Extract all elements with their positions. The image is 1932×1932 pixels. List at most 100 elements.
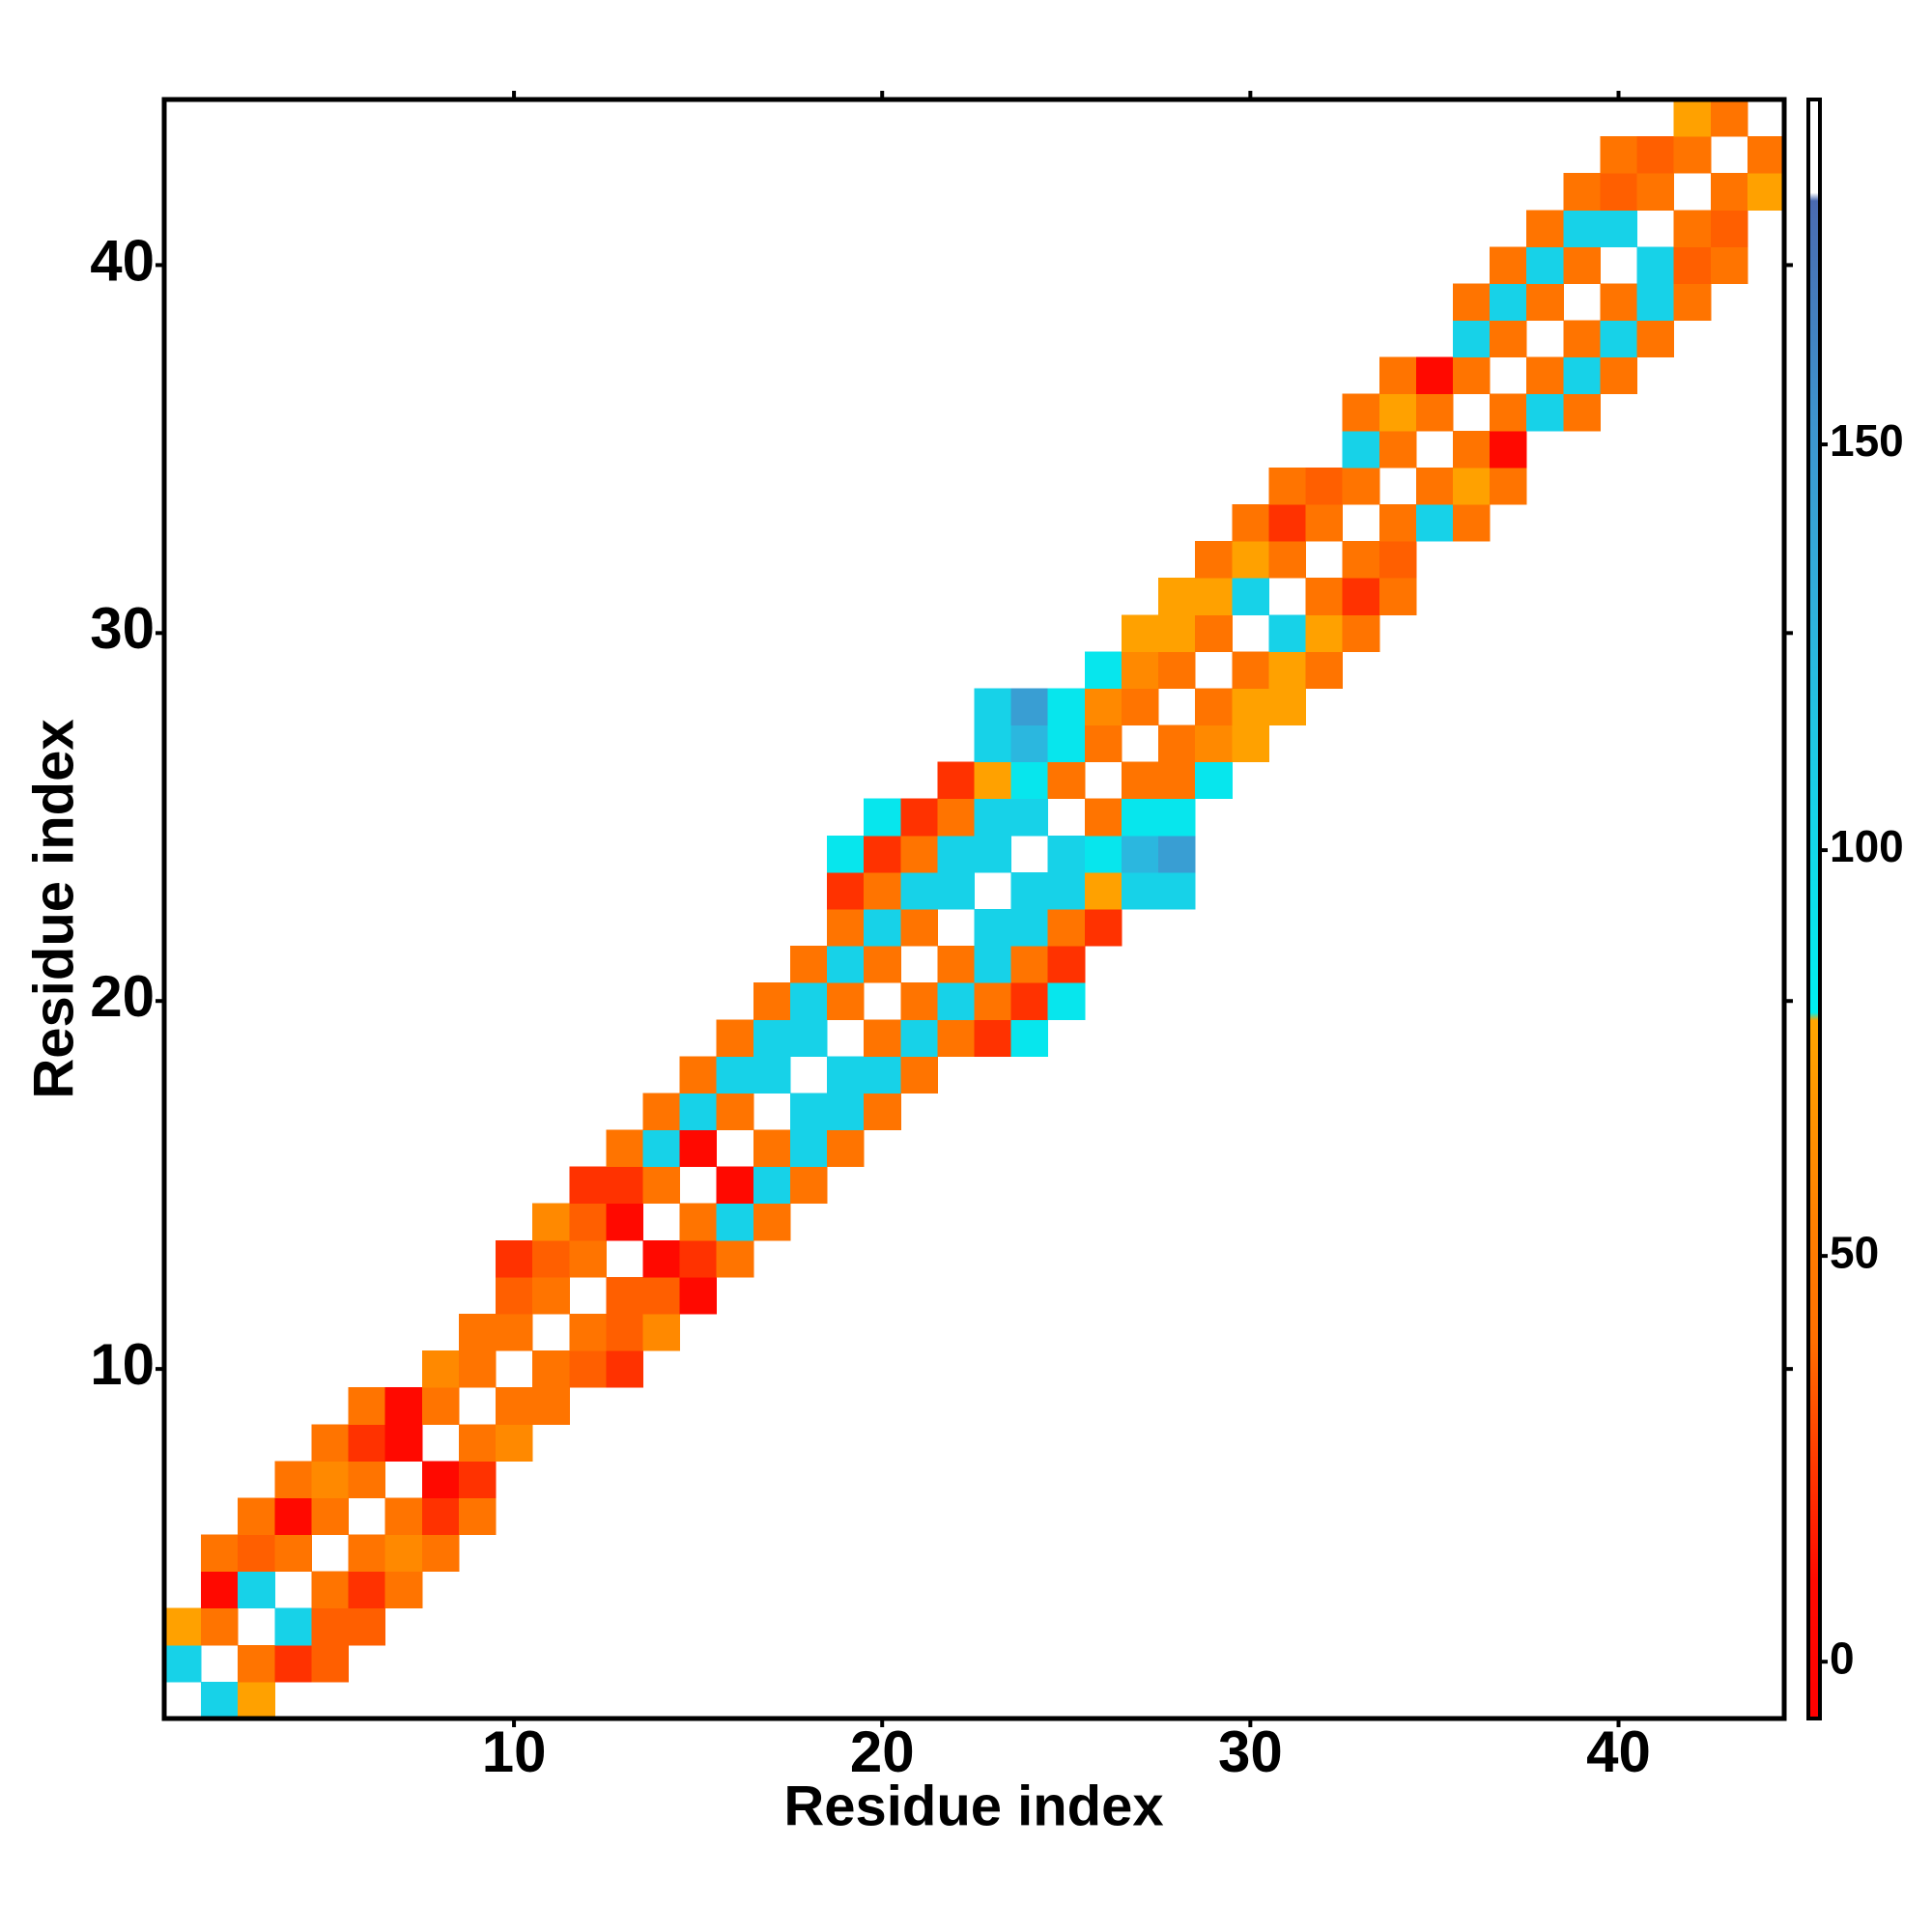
heatmap-cell bbox=[496, 1239, 533, 1278]
heatmap-cell bbox=[606, 1166, 643, 1205]
heatmap-cell bbox=[1636, 136, 1675, 174]
heatmap-cell bbox=[1305, 651, 1344, 689]
heatmap-cell bbox=[1490, 246, 1527, 284]
heatmap-cell bbox=[642, 1314, 681, 1351]
heatmap-cell bbox=[1195, 541, 1233, 579]
heatmap-cell bbox=[827, 1093, 865, 1131]
colorbar-tick-label: 0 bbox=[1830, 1633, 1855, 1683]
heatmap-cell bbox=[1563, 246, 1601, 284]
heatmap-cell bbox=[1710, 246, 1748, 284]
heatmap-cell bbox=[1084, 651, 1122, 689]
heatmap-cell bbox=[642, 1239, 681, 1278]
heatmap-cell bbox=[1268, 614, 1307, 652]
heatmap-cell bbox=[532, 1350, 570, 1388]
heatmap-cell bbox=[1452, 467, 1491, 505]
heatmap-cell bbox=[1121, 614, 1159, 652]
heatmap-cell bbox=[384, 1387, 423, 1425]
heatmap-cell bbox=[532, 1276, 570, 1315]
heatmap-cell bbox=[1526, 393, 1564, 432]
heatmap-cell bbox=[532, 1203, 570, 1241]
heatmap-cell bbox=[827, 835, 865, 873]
heatmap-cell bbox=[716, 1056, 754, 1094]
heatmap-cell bbox=[348, 1387, 386, 1425]
heatmap-cell bbox=[421, 1387, 460, 1425]
heatmap-cell bbox=[900, 982, 938, 1020]
heatmap-cell bbox=[606, 1203, 643, 1241]
heatmap-cell bbox=[1158, 724, 1196, 763]
heatmap-cell bbox=[789, 946, 828, 983]
heatmap-cell bbox=[1158, 798, 1196, 837]
heatmap-cell bbox=[1268, 467, 1307, 505]
heatmap-cell bbox=[679, 1129, 718, 1168]
heatmap-cell bbox=[1305, 578, 1344, 615]
heatmap-cell bbox=[974, 724, 1012, 763]
heatmap-cell bbox=[1490, 393, 1527, 432]
heatmap-cell bbox=[1047, 982, 1086, 1020]
heatmap-cell bbox=[569, 1314, 607, 1351]
heatmap-cell bbox=[900, 1056, 938, 1094]
heatmap-cell bbox=[679, 1093, 718, 1131]
heatmap-cell bbox=[1268, 688, 1307, 726]
heatmap-cell bbox=[569, 1203, 607, 1241]
heatmap-cell bbox=[569, 1239, 607, 1278]
heatmap-cell bbox=[1268, 651, 1307, 689]
heatmap-cell bbox=[1710, 99, 1748, 137]
heatmap-cell bbox=[1232, 504, 1269, 542]
heatmap-cell bbox=[496, 1387, 533, 1425]
heatmap-cell bbox=[1378, 504, 1417, 542]
heatmap-cell bbox=[164, 1607, 202, 1646]
heatmap-cell bbox=[900, 1019, 938, 1057]
heatmap-cell bbox=[642, 1276, 681, 1315]
heatmap-cell bbox=[1673, 283, 1712, 322]
heatmap-cell bbox=[974, 982, 1012, 1020]
heatmap-cell bbox=[1378, 393, 1417, 432]
y-tick-label: 10 bbox=[90, 1332, 155, 1397]
heatmap-cell bbox=[679, 1239, 718, 1278]
heatmap-cell bbox=[937, 798, 975, 837]
heatmap-cell bbox=[1232, 541, 1269, 579]
heatmap-cell bbox=[753, 982, 791, 1020]
heatmap-cell bbox=[348, 1461, 386, 1498]
heatmap-cell bbox=[1047, 724, 1086, 763]
heatmap-cell bbox=[789, 1019, 828, 1057]
heatmap-cell bbox=[1047, 761, 1086, 800]
heatmap-cell bbox=[1600, 173, 1638, 211]
heatmap-cell bbox=[827, 871, 865, 910]
heatmap-cell bbox=[1121, 835, 1159, 873]
heatmap-cell bbox=[1010, 946, 1049, 983]
heatmap-cell bbox=[864, 835, 901, 873]
heatmap-cell bbox=[201, 1534, 239, 1573]
heatmap-cell bbox=[1526, 283, 1564, 322]
heatmap-cell bbox=[274, 1461, 312, 1498]
heatmap-cell bbox=[1378, 430, 1417, 469]
heatmap-cell bbox=[789, 1166, 828, 1205]
heatmap-cell bbox=[421, 1350, 460, 1388]
heatmap-cell bbox=[458, 1424, 497, 1462]
heatmap-cell bbox=[679, 1276, 718, 1315]
heatmap-cell bbox=[1305, 504, 1344, 542]
heatmap-cell bbox=[1600, 283, 1638, 322]
heatmap-cell bbox=[716, 1166, 754, 1205]
heatmap-cell bbox=[238, 1571, 275, 1609]
heatmap-cell bbox=[753, 1203, 791, 1241]
heatmap-cell bbox=[1158, 761, 1196, 800]
heatmap-cell bbox=[1673, 136, 1712, 174]
heatmap-cell bbox=[274, 1534, 312, 1573]
heatmap-cell bbox=[311, 1424, 350, 1462]
heatmap-cell bbox=[458, 1314, 497, 1351]
heatmap-cell bbox=[532, 1387, 570, 1425]
y-tick-label: 30 bbox=[90, 596, 155, 661]
heatmap-cell bbox=[1010, 688, 1049, 726]
colorbar-tick-label: 100 bbox=[1830, 821, 1904, 871]
heatmap-cell bbox=[496, 1424, 533, 1462]
heatmap-cell bbox=[864, 871, 901, 910]
heatmap-cell bbox=[384, 1534, 423, 1573]
heatmap-cell bbox=[1047, 946, 1086, 983]
heatmap-cell bbox=[1010, 798, 1049, 837]
heatmap-cell bbox=[384, 1497, 423, 1536]
heatmap-cell bbox=[1452, 320, 1491, 358]
heatmap-cell bbox=[1010, 724, 1049, 763]
heatmap-cell bbox=[1010, 871, 1049, 910]
x-tick-label: 40 bbox=[1586, 1719, 1651, 1784]
